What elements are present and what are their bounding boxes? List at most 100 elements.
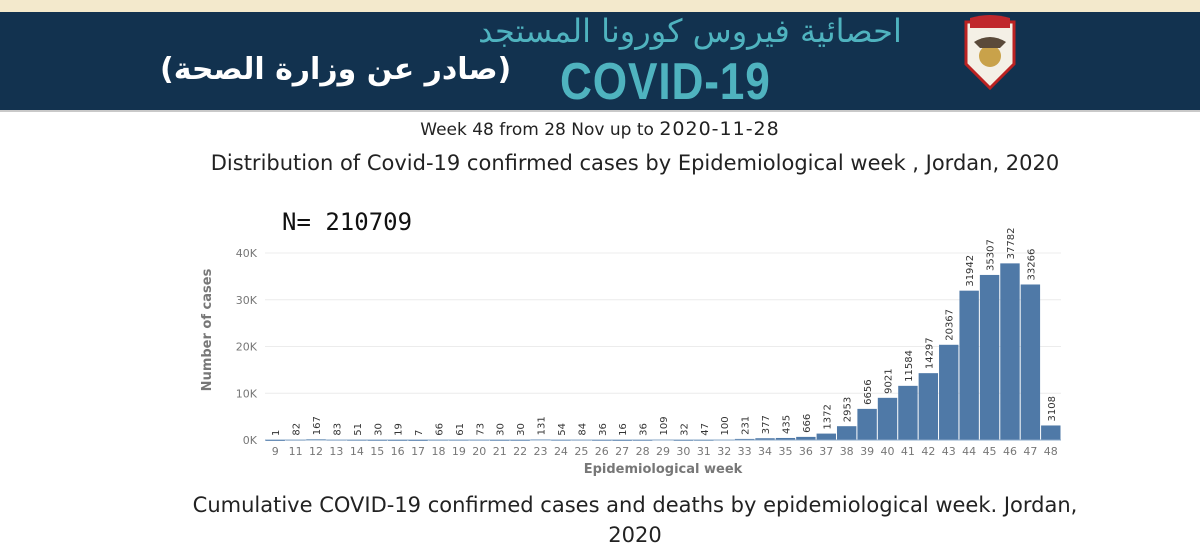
x-tick-label: 12: [309, 445, 323, 458]
data-label: 30: [496, 423, 507, 436]
data-label: 37782: [1006, 228, 1017, 260]
coat-of-arms-icon: [964, 15, 1016, 90]
x-tick-label: 29: [656, 445, 670, 458]
bar: [939, 344, 959, 440]
data-label: 16: [618, 423, 629, 436]
x-tick-label: 30: [676, 445, 690, 458]
x-tick-label: 20: [472, 445, 486, 458]
next-chart-title: Cumulative COVID-19 confirmed cases and …: [192, 493, 1078, 547]
bar: [979, 274, 1000, 440]
header-banner: (صادر عن وزارة الصحة) احصائية فيروس كورو…: [0, 12, 1200, 112]
x-tick-label: 35: [778, 445, 792, 458]
data-label: 30: [516, 423, 527, 436]
data-label: 19: [394, 423, 405, 436]
x-tick-label: 47: [1023, 445, 1037, 458]
x-tick-label: 44: [962, 445, 976, 458]
data-label: 83: [332, 423, 343, 436]
data-label: 7: [414, 430, 425, 436]
x-tick-label: 38: [840, 445, 854, 458]
data-label: 666: [802, 414, 813, 433]
bar: [857, 408, 877, 440]
data-label: 100: [720, 416, 731, 435]
x-tick-label: 16: [391, 445, 405, 458]
data-label: 435: [781, 415, 792, 434]
data-label: 231: [741, 416, 752, 435]
x-tick-label: 33: [738, 445, 752, 458]
x-tick-label: 34: [758, 445, 772, 458]
covid-title: COVID-19: [560, 53, 771, 111]
data-label: 61: [455, 423, 466, 436]
data-label: 36: [598, 423, 609, 436]
bar: [877, 397, 898, 440]
data-label: 6656: [863, 379, 874, 404]
x-tick-label: 26: [595, 445, 609, 458]
data-label: 1: [271, 430, 282, 436]
data-label: 2953: [843, 397, 854, 422]
bar: [918, 373, 939, 440]
data-label: 32: [679, 423, 690, 436]
x-tick-label: 21: [493, 445, 507, 458]
week-text: Week 48 from 28 Nov up to: [420, 120, 660, 140]
x-tick-label: 13: [329, 445, 343, 458]
data-label: 131: [537, 416, 548, 435]
bar: [755, 438, 775, 440]
y-tick-label: 0K: [243, 434, 258, 447]
arabic-title: احصائية فيروس كورونا المستجد: [478, 12, 902, 50]
data-label: 167: [312, 416, 323, 435]
data-label: 73: [475, 423, 486, 436]
data-label: 66: [434, 423, 445, 436]
bar: [1000, 263, 1020, 440]
x-tick-label: 24: [554, 445, 568, 458]
bar: [796, 436, 816, 440]
x-tick-label: 11: [289, 445, 303, 458]
x-tick-label: 18: [431, 445, 445, 458]
x-tick-label: 19: [452, 445, 466, 458]
x-tick-label: 40: [881, 445, 895, 458]
data-label: 20367: [945, 309, 956, 341]
bar: [959, 290, 979, 440]
data-label: 47: [700, 423, 711, 436]
y-tick-label: 30K: [236, 294, 258, 307]
x-axis-label: Epidemiological week: [584, 462, 743, 477]
x-tick-label: 9: [272, 445, 279, 458]
x-tick-label: 39: [860, 445, 874, 458]
bar: [816, 433, 836, 440]
x-tick-label: 41: [901, 445, 915, 458]
x-tick-label: 42: [921, 445, 935, 458]
x-tick-label: 32: [717, 445, 731, 458]
data-label: 84: [577, 423, 588, 436]
data-label: 30: [373, 423, 384, 436]
x-tick-label: 15: [370, 445, 384, 458]
y-tick-label: 10K: [236, 387, 258, 400]
x-tick-label: 23: [534, 445, 548, 458]
data-label: 33266: [1026, 249, 1037, 281]
ministry-subtitle: (صادر عن وزارة الصحة): [160, 52, 512, 87]
y-tick-label: 20K: [236, 341, 258, 354]
top-strip: [0, 0, 1200, 12]
x-tick-label: 46: [1003, 445, 1017, 458]
x-tick-label: 22: [513, 445, 527, 458]
data-label: 9021: [884, 368, 895, 393]
data-label: 377: [761, 415, 772, 434]
y-axis-label: Number of cases: [200, 268, 215, 391]
bar: [734, 438, 755, 440]
total-cases: N= 210709: [282, 208, 413, 236]
data-label: 11584: [904, 350, 915, 382]
bar: [836, 426, 857, 440]
x-tick-label: 31: [697, 445, 711, 458]
x-tick-label: 27: [615, 445, 629, 458]
data-label: 3108: [1047, 396, 1058, 421]
bar: [1020, 284, 1041, 440]
data-label: 35307: [986, 239, 997, 271]
week-line: Week 48 from 28 Nov up to 2020-11-28: [0, 118, 1200, 140]
data-label: 109: [659, 416, 670, 435]
y-tick-label: 40K: [236, 247, 258, 260]
data-label: 82: [292, 423, 303, 436]
bar: [775, 437, 796, 440]
bar: [898, 385, 918, 440]
x-tick-label: 48: [1044, 445, 1058, 458]
data-label: 36: [639, 423, 650, 436]
data-label: 54: [557, 423, 568, 436]
x-tick-label: 14: [350, 445, 364, 458]
